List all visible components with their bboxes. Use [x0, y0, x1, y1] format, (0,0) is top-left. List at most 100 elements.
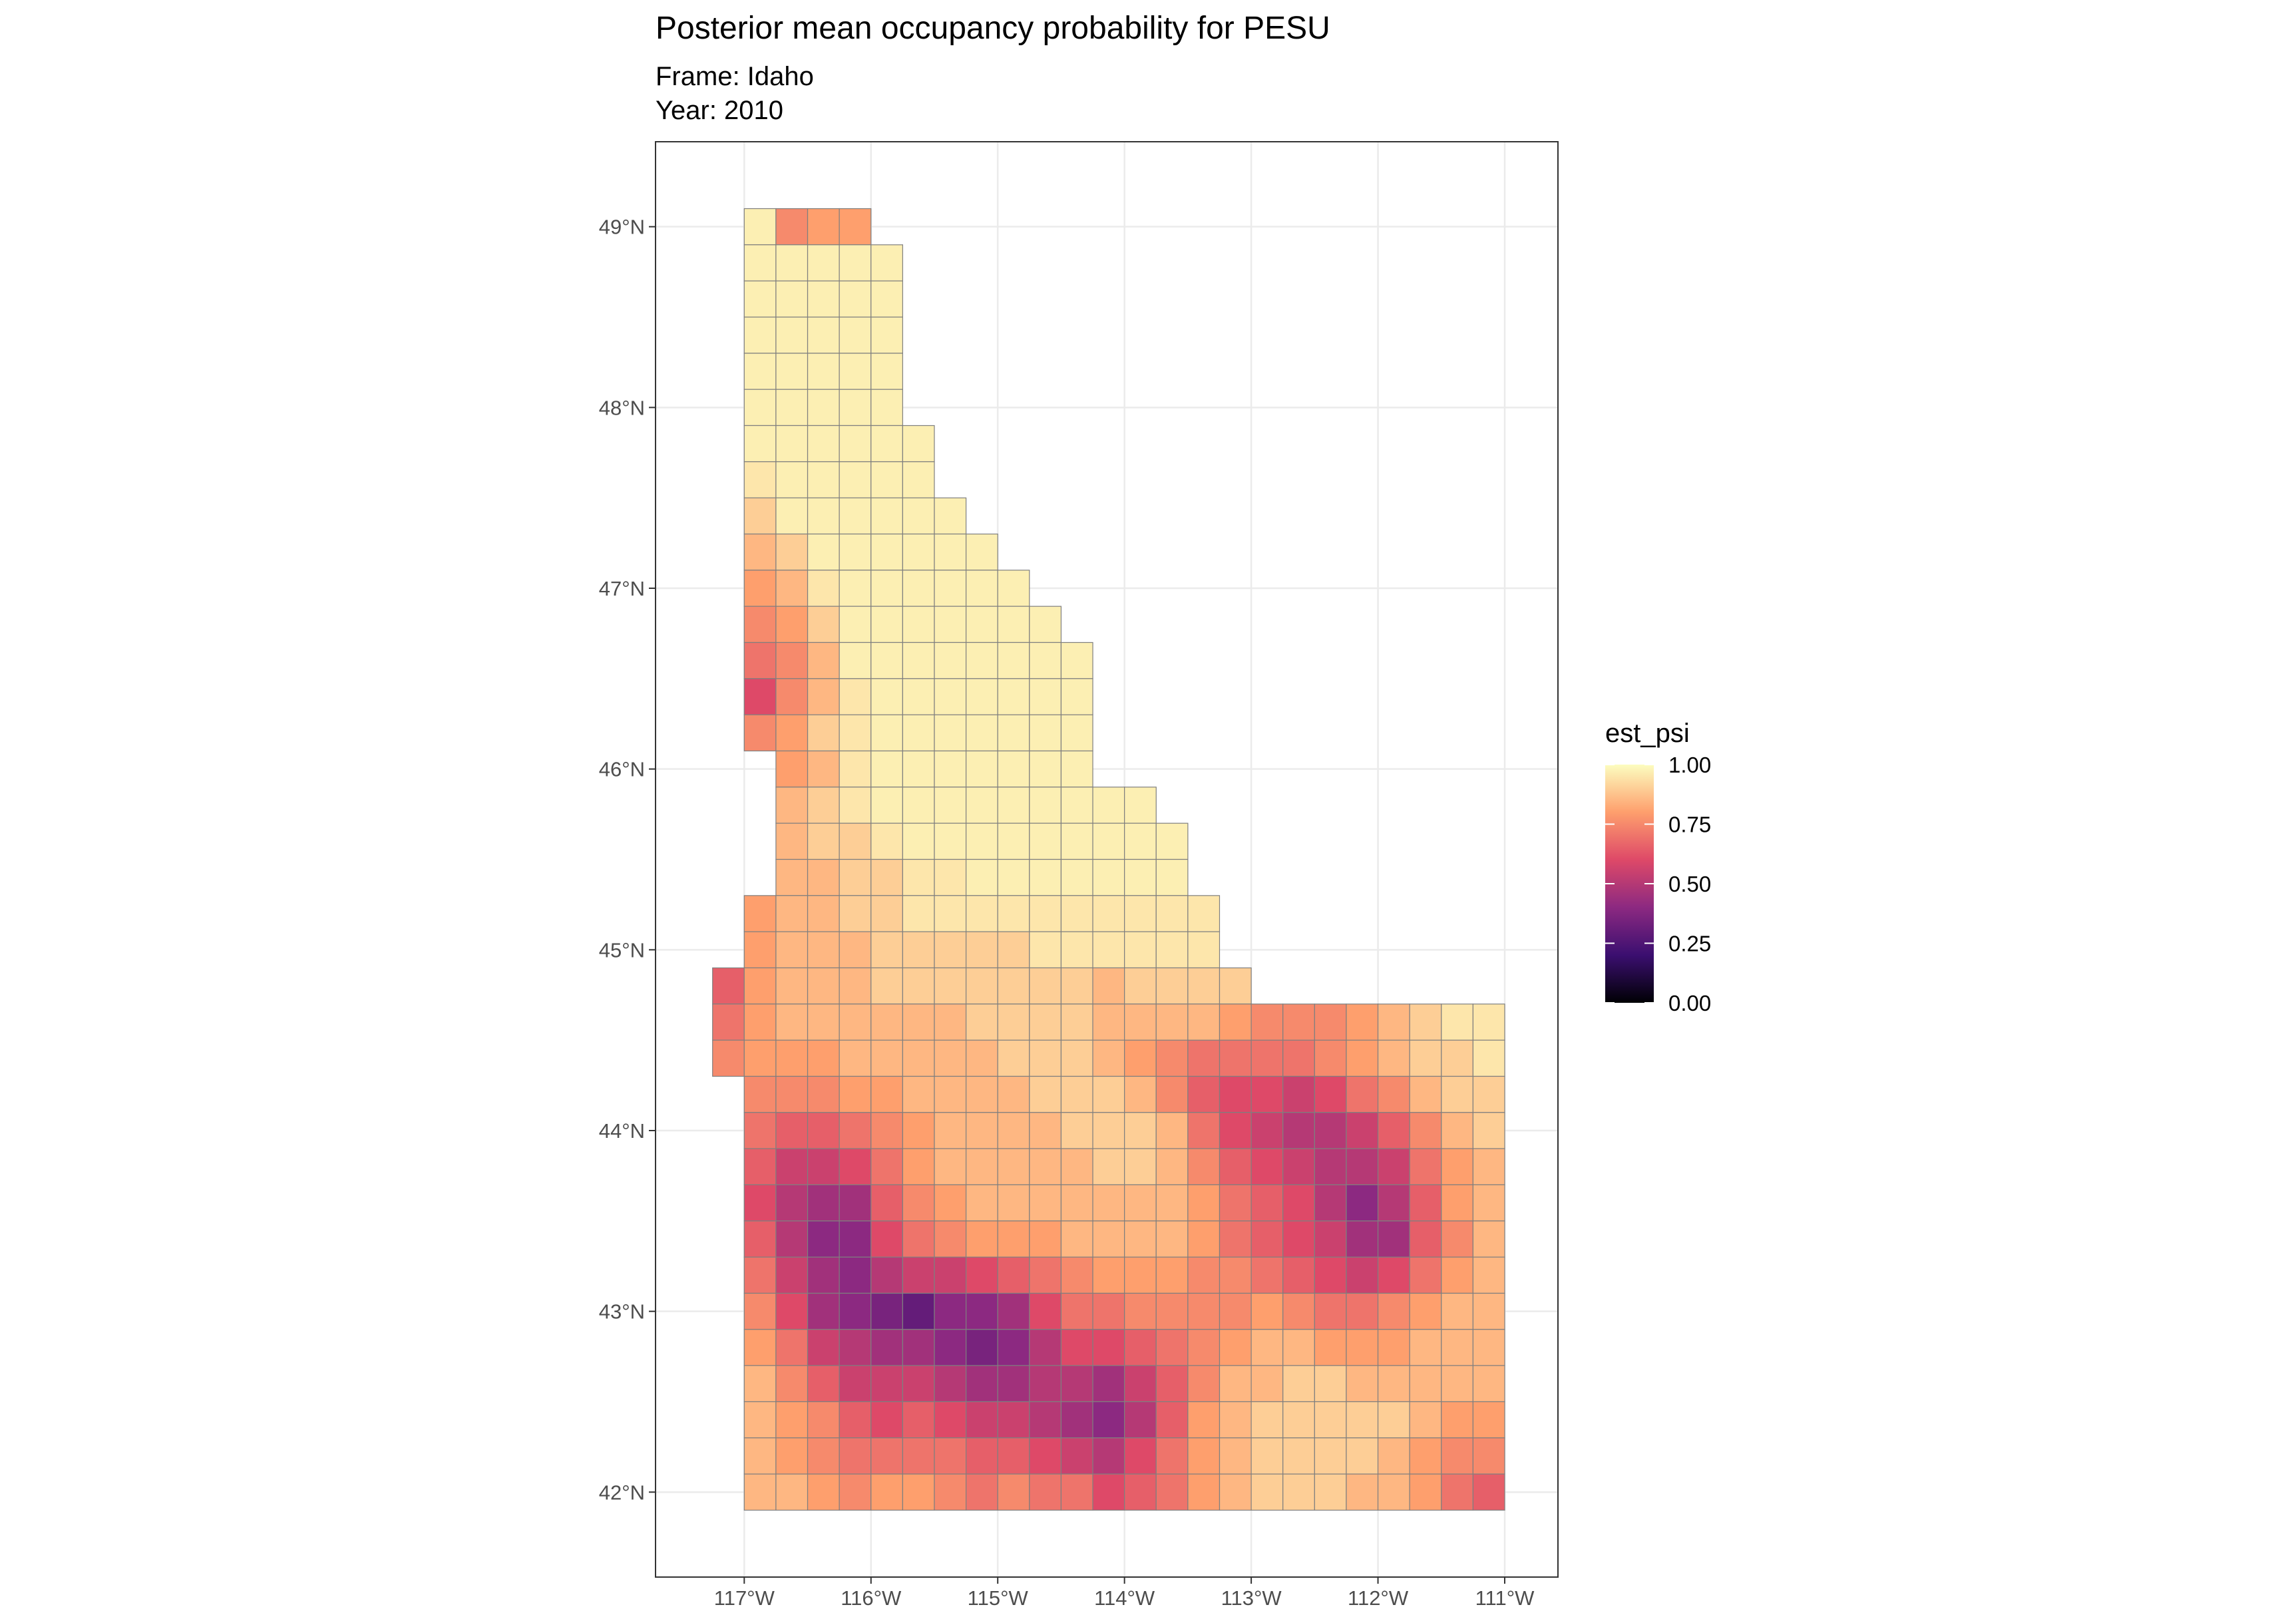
grid-cell — [1314, 1292, 1347, 1330]
grid-cell — [839, 641, 872, 679]
grid-cell — [934, 714, 967, 752]
grid-cell — [839, 822, 872, 860]
grid-cell — [902, 750, 935, 788]
grid-cell — [1377, 1329, 1410, 1366]
grid-cell — [839, 858, 872, 896]
grid-cell — [775, 389, 809, 427]
legend-label: 0.00 — [1668, 991, 1711, 1015]
grid-cell — [775, 787, 809, 824]
grid-cell — [902, 1039, 935, 1077]
grid-cell — [902, 931, 935, 969]
grid-cell — [1282, 1075, 1315, 1113]
grid-cell — [1219, 1329, 1252, 1366]
grid-cell — [839, 714, 872, 752]
grid-cell — [870, 1003, 903, 1041]
grid-cell — [775, 497, 809, 535]
grid-cell — [1282, 1329, 1315, 1366]
grid-cell — [775, 353, 809, 390]
grid-cell — [1187, 931, 1221, 969]
grid-cell — [1282, 1365, 1315, 1403]
grid-cell — [902, 678, 935, 715]
grid-cell — [775, 1437, 809, 1475]
grid-cell — [966, 714, 998, 752]
grid-cell — [902, 606, 935, 643]
grid-cell — [839, 208, 872, 246]
grid-cell — [1092, 858, 1125, 896]
grid-cell — [775, 1039, 809, 1077]
grid-cell — [1346, 1184, 1379, 1222]
grid-cell — [1346, 1148, 1379, 1186]
grid-cell — [1250, 1329, 1284, 1366]
grid-cell — [966, 678, 998, 715]
grid-cell — [1377, 1401, 1410, 1439]
grid-cell — [870, 931, 903, 969]
grid-cell — [870, 1473, 903, 1511]
grid-cell — [997, 678, 1030, 715]
grid-cell — [1314, 1184, 1347, 1222]
grid-cell — [1377, 1292, 1410, 1330]
grid-cell — [902, 497, 935, 535]
grid-cell — [1250, 1256, 1284, 1294]
grid-cell — [1029, 1220, 1062, 1258]
grid-cell — [1092, 787, 1125, 824]
grid-cell — [1314, 1112, 1347, 1149]
grid-cell — [934, 1220, 967, 1258]
grid-cell — [966, 931, 998, 969]
grid-cell — [997, 1220, 1030, 1258]
grid-cell — [743, 497, 777, 535]
grid-cell — [870, 1437, 903, 1475]
grid-cell — [902, 1184, 935, 1222]
grid-cell — [1314, 1148, 1347, 1186]
grid-cell — [1155, 1473, 1189, 1511]
grid-cell — [743, 1148, 777, 1186]
grid-cell — [1092, 931, 1125, 969]
grid-cell — [1060, 1365, 1093, 1403]
grid-cell — [1377, 1148, 1410, 1186]
grid-cell — [1155, 1292, 1189, 1330]
grid-cell — [1472, 1365, 1505, 1403]
grid-cell — [1409, 1401, 1442, 1439]
grid-cell — [839, 931, 872, 969]
grid-cell — [1092, 1148, 1125, 1186]
grid-cell — [997, 570, 1030, 607]
grid-cell — [966, 750, 998, 788]
grid-cell — [1472, 1437, 1505, 1475]
grid-cell — [1092, 1473, 1125, 1511]
grid-cell — [870, 1256, 903, 1294]
grid-cell — [1187, 1329, 1221, 1366]
grid-cell — [1029, 1184, 1062, 1222]
grid-cell — [1250, 1401, 1284, 1439]
panel-border — [655, 141, 1559, 1578]
grid-cell — [1155, 1184, 1189, 1222]
chart-title: Posterior mean occupancy probability for… — [656, 11, 1330, 46]
grid-cell — [775, 1365, 809, 1403]
grid-cell — [934, 1401, 967, 1439]
grid-cell — [775, 1184, 809, 1222]
legend-label: 0.25 — [1668, 932, 1711, 956]
grid-cell — [743, 280, 777, 318]
grid-cell — [1282, 1003, 1315, 1041]
grid-cell — [775, 280, 809, 318]
grid-cell — [839, 1437, 872, 1475]
grid-cell — [1250, 1184, 1284, 1222]
y-tick-label: 43°N — [599, 1300, 645, 1324]
grid-cell — [870, 1220, 903, 1258]
grid-cell — [775, 967, 809, 1005]
grid-cell — [839, 244, 872, 281]
grid-cell — [902, 822, 935, 860]
grid-cell — [1346, 1039, 1379, 1077]
grid-cell — [839, 389, 872, 427]
grid-cell — [997, 895, 1030, 932]
grid-cell — [1441, 1473, 1473, 1511]
grid-cell — [934, 641, 967, 679]
grid-cell — [1219, 1256, 1252, 1294]
grid-cell — [807, 1148, 840, 1186]
grid-cell — [839, 533, 872, 571]
grid-cell — [902, 1003, 935, 1041]
grid-cell — [1346, 1437, 1379, 1475]
grid-cell — [966, 1365, 998, 1403]
grid-cell — [902, 967, 935, 1005]
grid-cell — [1409, 1473, 1442, 1511]
grid-cell — [775, 533, 809, 571]
grid-cell — [1092, 1075, 1125, 1113]
